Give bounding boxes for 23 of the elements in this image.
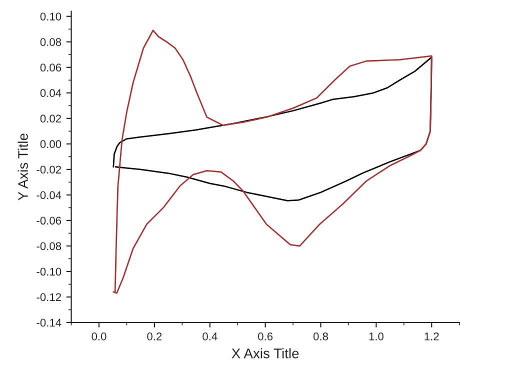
x-tick-label: 1.0 xyxy=(369,332,384,340)
y-tick-label: -0.08 xyxy=(36,242,62,250)
y-tick-label: 0.00 xyxy=(40,140,62,148)
y-tick-label: 0.06 xyxy=(40,64,62,72)
y-tick-label: -0.12 xyxy=(36,293,61,302)
y-tick-label: 0.08 xyxy=(40,38,62,46)
y-tick-label: -0.02 xyxy=(36,166,61,174)
x-axis-title: X Axis Title xyxy=(232,348,299,358)
line-series xyxy=(112,30,432,294)
y-tick-label: 0.04 xyxy=(40,89,62,98)
x-tick-label: 0.6 xyxy=(258,332,273,340)
y-tick-label: -0.04 xyxy=(36,191,62,200)
x-tick-label: 0.8 xyxy=(313,332,328,340)
y-tick-label: 0.02 xyxy=(40,114,61,123)
y-tick-label: -0.10 xyxy=(36,268,62,276)
x-tick-label: 0.4 xyxy=(202,332,218,340)
y-axis-title: Y Axis Title xyxy=(18,134,28,200)
x-tick-label: 0.2 xyxy=(147,332,162,340)
y-tick-label: -0.06 xyxy=(36,216,62,225)
x-tick-label: 0.0 xyxy=(92,332,106,340)
y-tick-label: 0.10 xyxy=(40,12,62,20)
y-tick-label: -0.14 xyxy=(36,318,62,327)
x-tick-label: 1.2 xyxy=(424,332,439,340)
